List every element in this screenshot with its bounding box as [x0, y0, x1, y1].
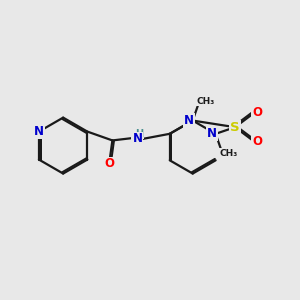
Text: N: N: [184, 114, 194, 127]
Text: CH₃: CH₃: [197, 97, 215, 106]
Text: O: O: [252, 135, 262, 148]
Text: N: N: [34, 125, 44, 138]
Text: CH₃: CH₃: [220, 149, 238, 158]
Text: O: O: [104, 158, 114, 170]
Text: N: N: [207, 127, 217, 140]
Text: S: S: [230, 121, 240, 134]
Text: H: H: [135, 129, 143, 139]
Text: N: N: [132, 133, 142, 146]
Text: O: O: [252, 106, 262, 119]
